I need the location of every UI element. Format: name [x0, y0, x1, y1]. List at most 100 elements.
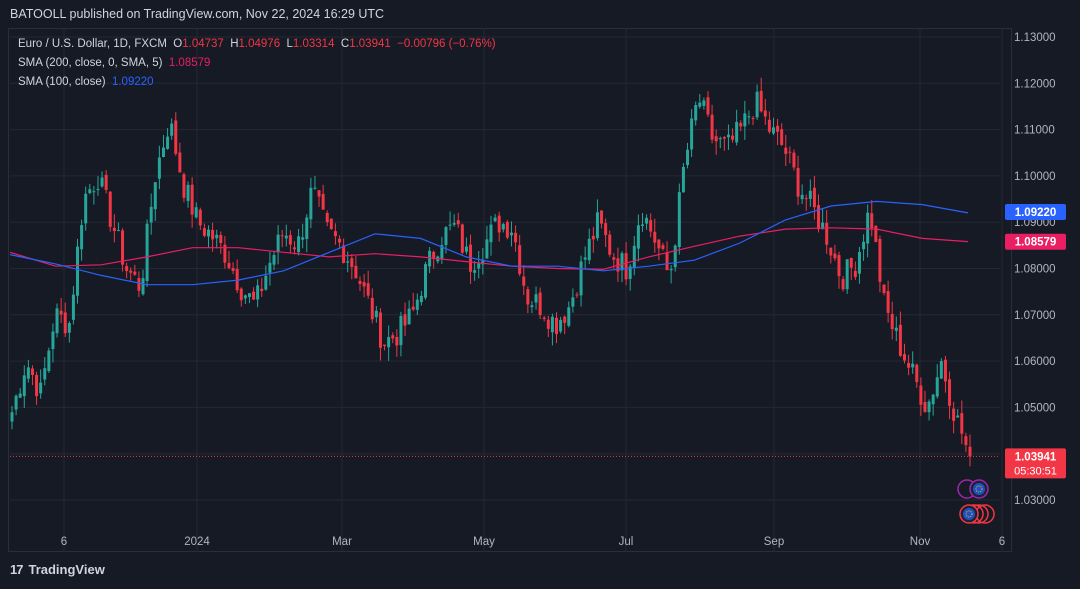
candle-body — [784, 147, 788, 154]
candle-body — [194, 207, 198, 218]
candle-body — [96, 188, 100, 190]
change-value: −0.00796 (−0.76%) — [397, 38, 496, 50]
candle-body — [493, 217, 497, 222]
symbol-name[interactable]: Euro / U.S. Dollar, 1D, FXCM — [18, 38, 167, 50]
candle-body — [776, 125, 780, 132]
candle-body — [84, 193, 88, 224]
candle-body — [763, 110, 767, 117]
sma200-tag-box — [1005, 233, 1066, 250]
candle-body — [272, 255, 276, 265]
candle-body — [428, 250, 432, 267]
candle-body — [80, 225, 84, 250]
candle-body — [821, 222, 825, 230]
candle-body — [907, 362, 911, 368]
candle-body — [239, 288, 243, 301]
candle-body — [14, 395, 18, 410]
candle-body — [620, 253, 624, 271]
close-value: 1.03941 — [349, 38, 391, 50]
candle-body — [252, 291, 256, 300]
candle-body — [755, 91, 759, 118]
candle-body — [104, 174, 108, 190]
eu-flag-icon-stars — [975, 485, 983, 493]
candle-body — [346, 261, 350, 263]
candle-body — [939, 361, 943, 379]
candle-body — [464, 246, 468, 252]
candle-body — [35, 374, 39, 397]
candle-body — [51, 331, 55, 350]
sma100-value: 1.09220 — [111, 76, 154, 88]
candle-body — [866, 212, 870, 244]
price-labels: 1.09220 1.08579 1.03941 05:30:51 — [1005, 204, 1066, 479]
candle-body — [153, 182, 157, 210]
open-label: O — [173, 38, 183, 50]
candle-body — [452, 223, 456, 225]
event-icons — [957, 479, 995, 524]
legend-sma100-row[interactable]: SMA (100, close) 1.09220 — [18, 73, 496, 92]
candle-body — [362, 282, 366, 287]
candle-body — [305, 217, 309, 240]
candle-body — [88, 189, 92, 194]
candle-body — [395, 336, 399, 346]
candle-body — [534, 294, 538, 303]
candle-body — [948, 379, 952, 406]
candle-body — [125, 265, 129, 272]
brand-name: TradingView — [28, 562, 105, 577]
candle-body — [30, 368, 34, 375]
candle-body — [313, 187, 317, 189]
candle-body — [288, 235, 292, 245]
candle-body — [808, 190, 812, 199]
candle-body — [497, 215, 501, 233]
tradingview-logo-icon: 17 — [10, 562, 24, 577]
candle-body — [952, 408, 956, 421]
candle-body — [477, 263, 481, 269]
candle-body — [522, 276, 526, 286]
candle-body — [657, 239, 661, 249]
candle-body — [166, 136, 170, 149]
candle-body — [743, 113, 747, 127]
candle-body — [555, 317, 559, 335]
candle-body — [67, 323, 71, 333]
candle-body — [956, 415, 960, 418]
candle-body — [837, 255, 841, 277]
candle-body — [456, 220, 460, 225]
candle-body — [788, 151, 792, 153]
candle-body — [403, 314, 407, 326]
price-tick-label: 1.10000 — [1014, 171, 1056, 183]
candle-body — [145, 223, 149, 281]
candle-body — [894, 327, 898, 331]
candles — [10, 77, 972, 467]
eu-flag-icon-stars — [965, 510, 973, 518]
candle-body — [76, 246, 80, 296]
candle-body — [149, 206, 153, 223]
legend-sma200-row[interactable]: SMA (200, close, 0, SMA, 5) 1.08579 — [18, 54, 496, 73]
candle-body — [329, 218, 333, 230]
candle-body — [714, 136, 718, 142]
candle-body — [919, 385, 923, 405]
candle-body — [440, 245, 444, 260]
candle-body — [297, 236, 301, 253]
candle-body — [579, 261, 583, 296]
price-tick-label: 1.13000 — [1014, 32, 1056, 44]
sma100-label: SMA (100, close) — [18, 76, 106, 88]
grid-lines — [10, 28, 1003, 552]
candle-body — [612, 257, 616, 260]
candle-body — [264, 275, 268, 290]
candle-body — [407, 308, 411, 325]
candle-body — [829, 247, 833, 256]
tradingview-brand[interactable]: 17 TradingView — [10, 562, 105, 577]
high-label: H — [230, 38, 239, 50]
sma100-line — [9, 200, 969, 286]
sma100-tag-box — [1005, 204, 1066, 221]
sma200-line — [9, 227, 969, 271]
price-tick-label: 1.08000 — [1014, 264, 1056, 276]
price-axis: 1.13000 1.12000 1.11000 1.10000 1.09000 1.080… — [1014, 32, 1056, 507]
price-tick-label: 1.05000 — [1014, 402, 1056, 414]
candle-body — [571, 297, 575, 307]
candle-body — [526, 289, 530, 305]
candle-body — [92, 191, 96, 193]
candle-body — [841, 279, 845, 290]
candle-body — [276, 234, 280, 253]
candle-body — [137, 278, 141, 291]
candle-body — [538, 292, 542, 316]
